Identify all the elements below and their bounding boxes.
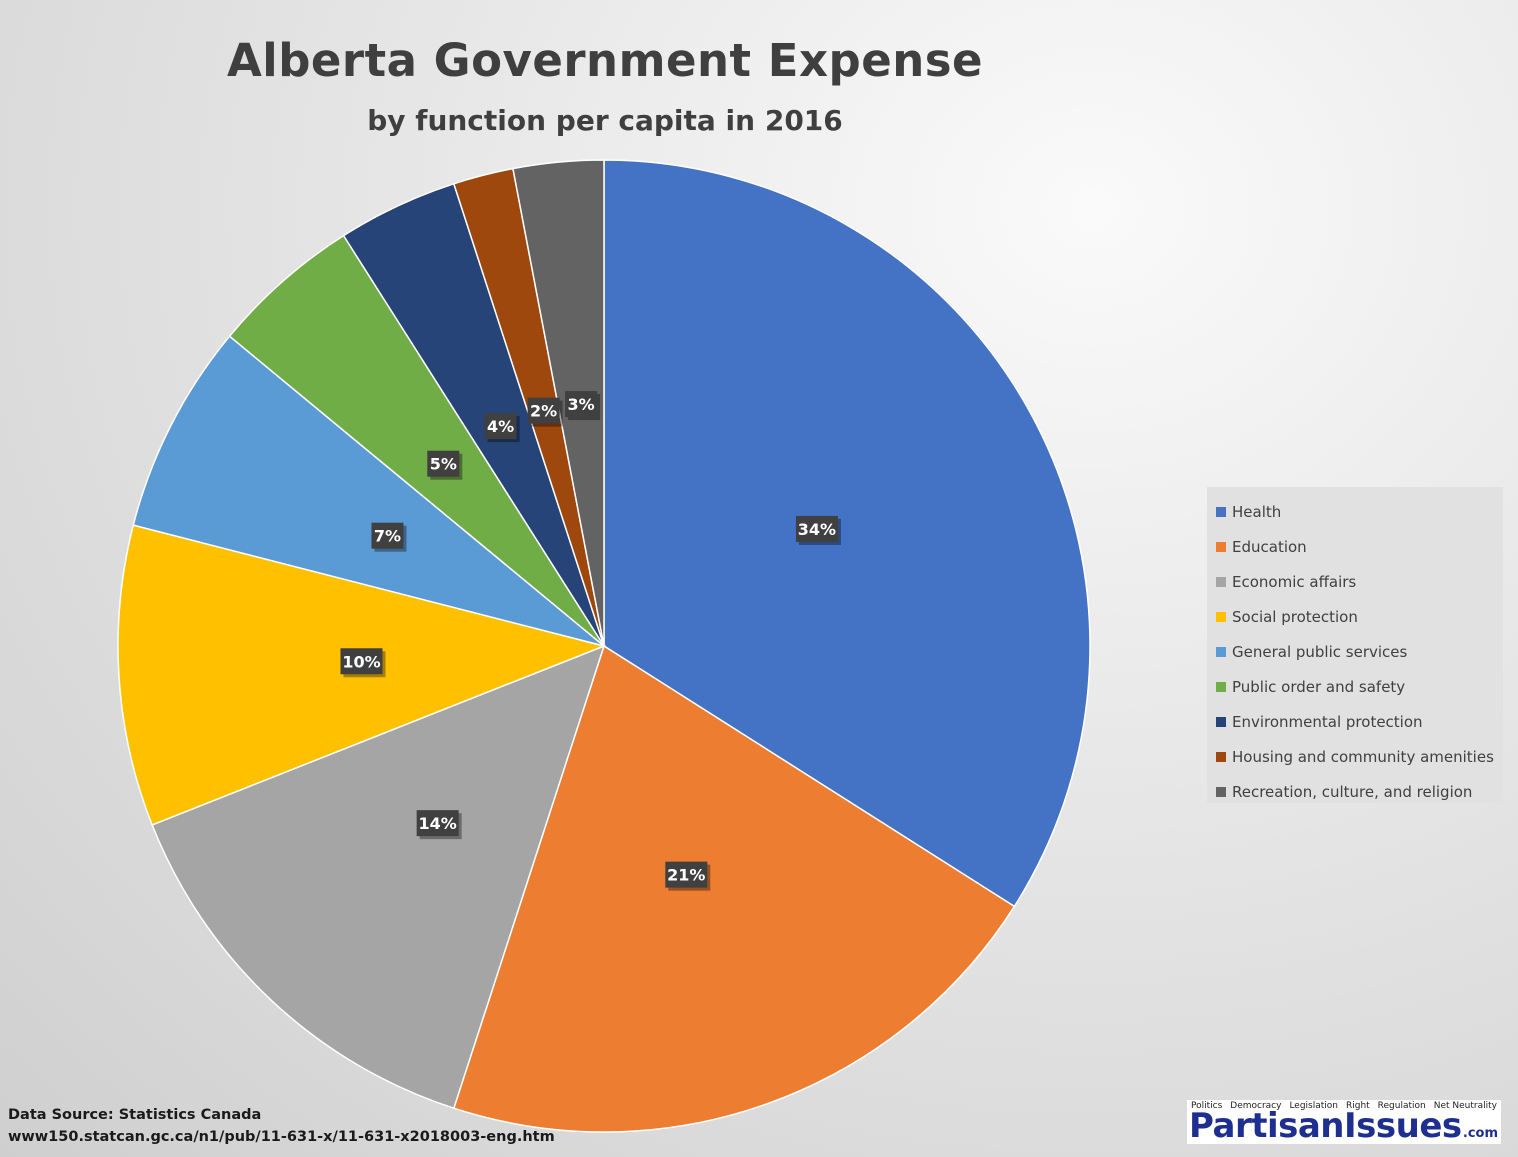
pie-slice-economic-affairs bbox=[151, 644, 606, 1110]
pie-slices bbox=[117, 159, 1091, 1133]
logo-suffix: .com bbox=[1462, 1126, 1498, 1141]
pie-slice-health bbox=[603, 159, 1091, 908]
data-source-url: www150.statcan.gc.ca/n1/pub/11-631-x/11-… bbox=[8, 1129, 555, 1145]
data-label-health: 34% bbox=[795, 515, 841, 545]
logo-word: Regulation bbox=[1377, 1101, 1426, 1111]
pie-slice-social-protection bbox=[117, 524, 607, 826]
legend-item-housing-and-community-amenities: Housing and community amenities bbox=[1207, 740, 1503, 775]
legend-item-environmental-protection: Environmental protection bbox=[1207, 705, 1503, 740]
data-label-recreation-culture-and-religion: 3% bbox=[565, 391, 601, 421]
logo-word: Politics bbox=[1191, 1101, 1223, 1111]
data-label-text: 3% bbox=[568, 395, 595, 414]
data-label-text: 2% bbox=[530, 402, 557, 421]
chart-title: Alberta Government Expense bbox=[226, 34, 984, 87]
data-label-text: 34% bbox=[798, 520, 836, 539]
data-label-text: 14% bbox=[419, 814, 457, 833]
pie-slice-general-public-services bbox=[132, 335, 605, 647]
legend-label: Economic affairs bbox=[1232, 572, 1357, 591]
legend-label: Environmental protection bbox=[1232, 713, 1423, 732]
logo-word: Right bbox=[1345, 1101, 1370, 1111]
legend-item-education: Education bbox=[1207, 529, 1503, 564]
legend-label: Public order and safety bbox=[1232, 678, 1406, 697]
pie-slice-education bbox=[452, 644, 1016, 1133]
chart-legend: Health Education Economic affairs Social pr… bbox=[1207, 487, 1503, 803]
legend-label: Housing and community amenities bbox=[1232, 748, 1494, 767]
legend-swatch bbox=[1216, 646, 1226, 657]
logo-main-text: PartisanIssues bbox=[1189, 1106, 1462, 1144]
legend-label: Social protection bbox=[1232, 607, 1358, 626]
logo-word: Democracy bbox=[1230, 1101, 1282, 1111]
logo-word-cloud: Politics Democracy Legislation Right Regulat… bbox=[1191, 1101, 1497, 1111]
pie-slice-public-order-and-safety bbox=[228, 234, 605, 647]
data-label-education: 21% bbox=[665, 861, 711, 891]
data-label-housing-and-community-amenities: 2% bbox=[527, 397, 563, 427]
data-label-text: 21% bbox=[667, 866, 705, 885]
legend-item-social-protection: Social protection bbox=[1207, 599, 1503, 634]
data-label-text: 5% bbox=[430, 455, 457, 474]
legend-swatch bbox=[1216, 752, 1226, 763]
data-label-text: 7% bbox=[374, 527, 401, 546]
legend-label: Education bbox=[1232, 537, 1307, 556]
data-label-social-protection: 10% bbox=[340, 648, 386, 678]
partisanissues-logo: Politics Democracy Legislation Right Regulat… bbox=[1187, 1100, 1501, 1144]
legend-swatch bbox=[1216, 611, 1226, 622]
legend-item-economic-affairs: Economic affairs bbox=[1207, 564, 1503, 599]
logo-word: Legislation bbox=[1289, 1101, 1338, 1111]
legend-item-recreation-culture-and-religion: Recreation, culture, and religion bbox=[1207, 775, 1503, 810]
legend-label: Recreation, culture, and religion bbox=[1232, 783, 1473, 802]
data-label-general-public-services: 7% bbox=[371, 522, 407, 552]
legend-item-general-public-services: General public services bbox=[1207, 634, 1503, 669]
legend-swatch bbox=[1216, 787, 1226, 798]
legend-swatch bbox=[1216, 506, 1226, 517]
legend-swatch bbox=[1216, 717, 1226, 728]
legend-swatch bbox=[1216, 576, 1226, 587]
legend-label: General public services bbox=[1232, 642, 1408, 661]
data-label-environmental-protection: 4% bbox=[484, 413, 520, 443]
legend-item-health: Health bbox=[1207, 494, 1503, 529]
chart-subtitle: by function per capita in 2016 bbox=[367, 104, 843, 137]
legend-label: Health bbox=[1232, 502, 1282, 521]
data-label-public-order-and-safety: 5% bbox=[427, 450, 463, 480]
data-source: Data Source: Statistics Canada www150.st… bbox=[8, 1104, 555, 1148]
legend-swatch bbox=[1216, 682, 1226, 693]
data-label-text: 10% bbox=[342, 652, 380, 671]
legend-item-public-order-and-safety: Public order and safety bbox=[1207, 669, 1503, 704]
pie-data-labels: 34% 21% 14% 10% 7% 5% 4% 2% 3% bbox=[340, 391, 841, 891]
data-label-economic-affairs: 14% bbox=[416, 810, 462, 840]
data-source-title: Data Source: Statistics Canada bbox=[8, 1107, 262, 1123]
legend-swatch bbox=[1216, 541, 1226, 552]
data-label-text: 4% bbox=[487, 417, 514, 436]
logo-word: Net Neutrality bbox=[1433, 1101, 1497, 1111]
